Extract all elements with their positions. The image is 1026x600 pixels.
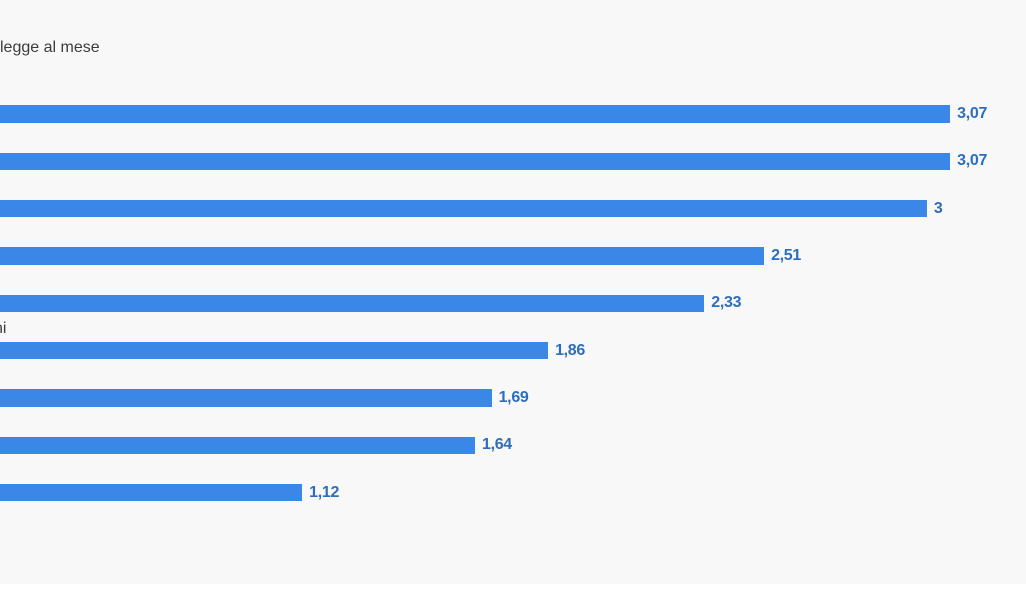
- footer-strip: [0, 584, 1026, 600]
- bar: [0, 152, 951, 171]
- bar: [0, 483, 303, 502]
- bar-value-label: 3: [933, 199, 943, 217]
- bar: [0, 436, 475, 455]
- bar-value-label: 3,07: [957, 105, 988, 123]
- bar-value-label: 2,51: [771, 247, 802, 265]
- bar-value-label: 1,64: [481, 436, 512, 454]
- bar-value-label: 1,12: [309, 483, 340, 501]
- bar-value-label: 1,69: [498, 389, 529, 407]
- bar: [0, 247, 765, 265]
- chart-title: legge al mese: [0, 39, 100, 56]
- bar: [0, 199, 927, 218]
- bar: [0, 294, 705, 313]
- bar-value-label: 3,07: [957, 152, 988, 170]
- bar-value-label: 2,33: [711, 294, 742, 312]
- category-label-fragment: ni: [0, 320, 7, 337]
- bar-value-label: 1,86: [555, 341, 586, 359]
- bar: [0, 389, 492, 407]
- bar: [0, 105, 951, 123]
- bar: [0, 341, 549, 360]
